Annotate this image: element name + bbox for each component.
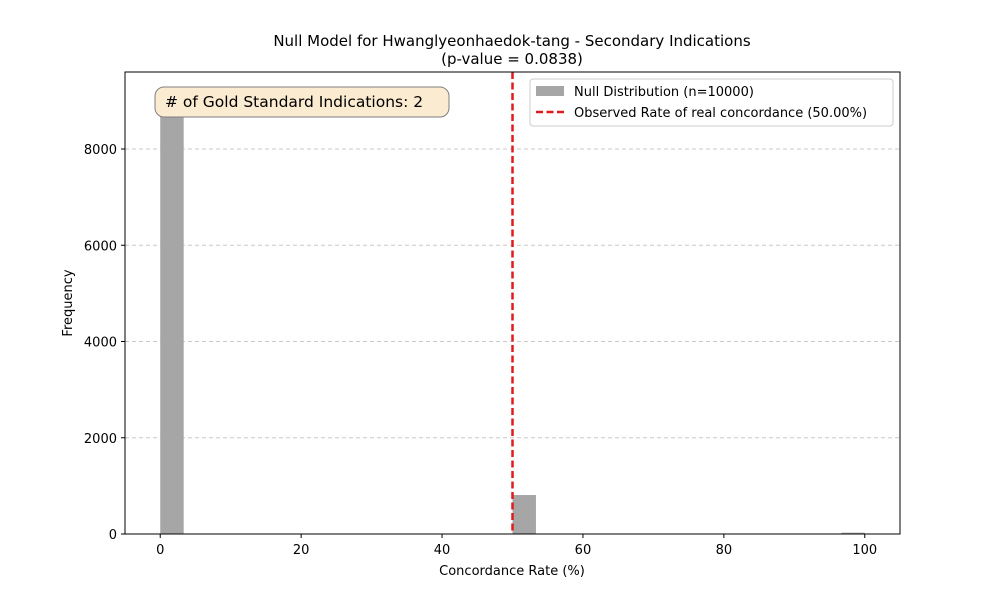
plot-frame xyxy=(124,71,901,535)
x-axis-label: Concordance Rate (%) xyxy=(439,564,585,579)
x-tick-label: 100 xyxy=(852,543,877,558)
x-tick-label: 60 xyxy=(575,543,592,558)
x-tick-label: 40 xyxy=(434,543,451,558)
y-axis-label: Frequency xyxy=(61,269,76,336)
annotation-box xyxy=(154,86,450,118)
y-tick-label: 6000 xyxy=(84,239,117,254)
legend-label-null-distribution: Null Distribution (n=10000) xyxy=(574,85,754,100)
chart-title: Null Model for Hwanglyeonhaedok-tang - S… xyxy=(273,32,751,50)
histogram-bar xyxy=(841,532,865,534)
legend-swatch-null-distribution xyxy=(536,86,564,96)
x-tick-label: 0 xyxy=(156,543,164,558)
legend-label-observed-rate: Observed Rate of real concordance (50.00… xyxy=(574,106,867,121)
legend: Null Distribution (n=10000) Observed Rat… xyxy=(529,78,894,127)
y-tick-label: 2000 xyxy=(84,432,117,447)
histogram-bar xyxy=(512,495,536,534)
y-tick-label: 8000 xyxy=(84,143,117,158)
legend-box xyxy=(529,78,894,127)
annotation-text: # of Gold Standard Indications: 2 xyxy=(165,93,423,111)
histogram-bar xyxy=(160,93,184,535)
chart-subtitle: (p-value = 0.0838) xyxy=(441,50,583,68)
tick-labels: 0 20 40 60 80 100 0 2000 4000 6000 8000 xyxy=(84,143,877,558)
x-tick-label: 80 xyxy=(716,543,733,558)
gold-standard-annotation: # of Gold Standard Indications: 2 xyxy=(154,86,450,118)
axes xyxy=(124,71,901,535)
histogram-bars xyxy=(160,93,865,535)
x-tick-label: 20 xyxy=(293,543,310,558)
y-tick-label: 4000 xyxy=(84,336,117,351)
y-tick-label: 0 xyxy=(109,528,117,543)
